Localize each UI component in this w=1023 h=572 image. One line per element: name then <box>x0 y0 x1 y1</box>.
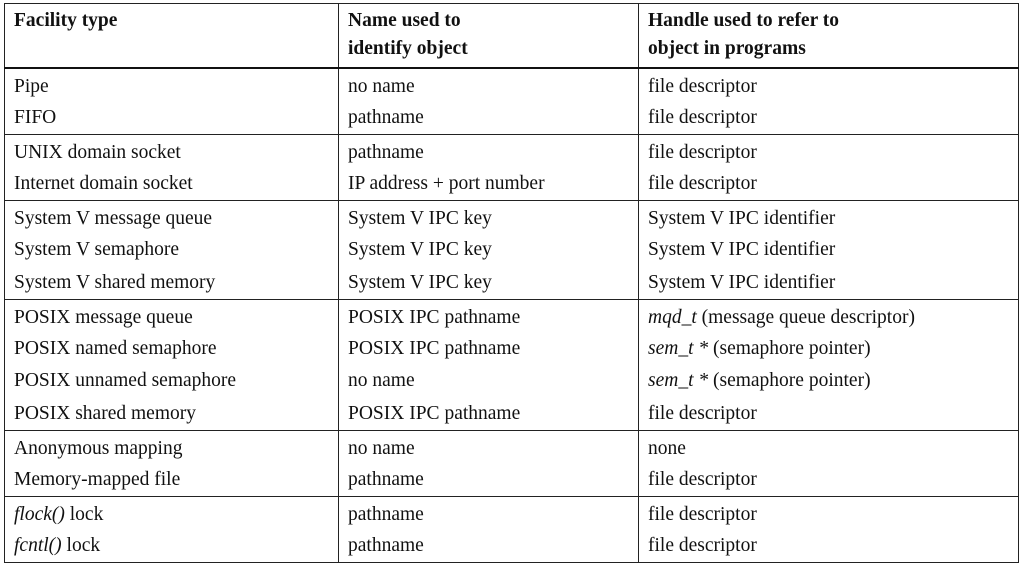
table-row: POSIX message queue POSIX IPC pathname m… <box>4 299 1019 333</box>
facility-cell: POSIX message queue <box>4 299 339 333</box>
handle-type-name: sem_t * <box>648 337 709 359</box>
facility-suffix: lock <box>61 534 101 556</box>
handle-description: (semaphore pointer) <box>708 370 871 391</box>
header-handle-used: Handle used to refer to object in progra… <box>638 3 1019 69</box>
facility-cell: Pipe <box>4 68 339 102</box>
header-row: Facility type Name used to identify obje… <box>4 3 1019 69</box>
group-system-v-ipc: System V message queue System V IPC key … <box>4 200 1019 299</box>
handle-description: (semaphore pointer) <box>708 337 871 359</box>
handle-cell: System V IPC identifier <box>638 266 1019 299</box>
facility-cell: System V semaphore <box>4 234 339 267</box>
name-cell: no name <box>338 365 639 398</box>
handle-cell: none <box>638 430 1019 464</box>
table-row: POSIX unnamed semaphore no name sem_t * … <box>4 365 1019 398</box>
table-row: System V semaphore System V IPC key Syst… <box>4 234 1019 267</box>
handle-cell: System V IPC identifier <box>638 234 1019 267</box>
handle-cell: file descriptor <box>638 397 1019 430</box>
handle-type-name: sem_t * <box>648 370 709 391</box>
handle-cell: file descriptor <box>638 529 1019 562</box>
facility-cell: Internet domain socket <box>4 168 339 201</box>
header-name-used: Name used to identify object <box>338 3 639 69</box>
name-cell: no name <box>338 430 639 464</box>
table-row: FIFO pathname file descriptor <box>4 102 1019 135</box>
facility-cell: POSIX shared memory <box>4 397 339 430</box>
name-cell: pathname <box>338 529 639 562</box>
table-row: System V message queue System V IPC key … <box>4 200 1019 234</box>
name-cell: System V IPC key <box>338 234 639 267</box>
facility-cell: Memory-mapped file <box>4 463 339 496</box>
facility-cell: UNIX domain socket <box>4 134 339 168</box>
name-cell: POSIX IPC pathname <box>338 299 639 333</box>
table-row: Memory-mapped file pathname file descrip… <box>4 463 1019 496</box>
ipc-facilities-table: Facility type Name used to identify obje… <box>4 3 1019 563</box>
facility-cell: POSIX unnamed semaphore <box>4 365 339 398</box>
handle-cell: file descriptor <box>638 102 1019 135</box>
name-cell: pathname <box>338 102 639 135</box>
handle-cell: sem_t * (semaphore pointer) <box>638 332 1019 365</box>
name-cell: IP address + port number <box>338 168 639 201</box>
name-cell: POSIX IPC pathname <box>338 397 639 430</box>
group-posix-ipc: POSIX message queue POSIX IPC pathname m… <box>4 299 1019 430</box>
facility-suffix: lock <box>64 503 104 525</box>
name-cell: no name <box>338 68 639 102</box>
table-row: POSIX named semaphore POSIX IPC pathname… <box>4 332 1019 365</box>
handle-cell: file descriptor <box>638 68 1019 102</box>
table-row: POSIX shared memory POSIX IPC pathname f… <box>4 397 1019 430</box>
handle-cell: file descriptor <box>638 496 1019 530</box>
handle-cell: file descriptor <box>638 168 1019 201</box>
name-cell: pathname <box>338 463 639 496</box>
name-cell: POSIX IPC pathname <box>338 332 639 365</box>
facility-cell: fcntl() lock <box>4 529 339 562</box>
header-facility-type: Facility type <box>4 3 339 69</box>
ipc-facilities-table-container: Facility type Name used to identify obje… <box>4 3 1019 563</box>
name-cell: System V IPC key <box>338 266 639 299</box>
table-row: fcntl() lock pathname file descriptor <box>4 529 1019 562</box>
handle-cell: sem_t * (semaphore pointer) <box>638 365 1019 398</box>
group-sockets: UNIX domain socket pathname file descrip… <box>4 134 1019 201</box>
table-row: Anonymous mapping no name none <box>4 430 1019 464</box>
facility-cell: System V shared memory <box>4 266 339 299</box>
group-file-locks: flock() lock pathname file descriptor fc… <box>4 496 1019 562</box>
name-cell: pathname <box>338 496 639 530</box>
facility-cell: System V message queue <box>4 200 339 234</box>
table-row: Pipe no name file descriptor <box>4 68 1019 102</box>
name-cell: System V IPC key <box>338 200 639 234</box>
handle-cell: file descriptor <box>638 463 1019 496</box>
handle-description: (message queue descriptor) <box>696 306 915 328</box>
facility-cell: FIFO <box>4 102 339 135</box>
table-row: System V shared memory System V IPC key … <box>4 266 1019 299</box>
table-row: Internet domain socket IP address + port… <box>4 168 1019 201</box>
handle-cell: mqd_t (message queue descriptor) <box>638 299 1019 333</box>
handle-cell: System V IPC identifier <box>638 200 1019 234</box>
table-header: Facility type Name used to identify obje… <box>4 3 1019 69</box>
function-name: flock() <box>14 503 65 525</box>
facility-cell: flock() lock <box>4 496 339 530</box>
facility-cell: Anonymous mapping <box>4 430 339 464</box>
table-row: flock() lock pathname file descriptor <box>4 496 1019 530</box>
handle-cell: file descriptor <box>638 134 1019 168</box>
facility-cell: POSIX named semaphore <box>4 332 339 365</box>
function-name: fcntl() <box>14 534 62 556</box>
table-row: UNIX domain socket pathname file descrip… <box>4 134 1019 168</box>
name-cell: pathname <box>338 134 639 168</box>
handle-type-name: mqd_t <box>648 306 697 328</box>
group-memory-mappings: Anonymous mapping no name none Memory-ma… <box>4 430 1019 496</box>
group-pipes: Pipe no name file descriptor FIFO pathna… <box>4 68 1019 135</box>
